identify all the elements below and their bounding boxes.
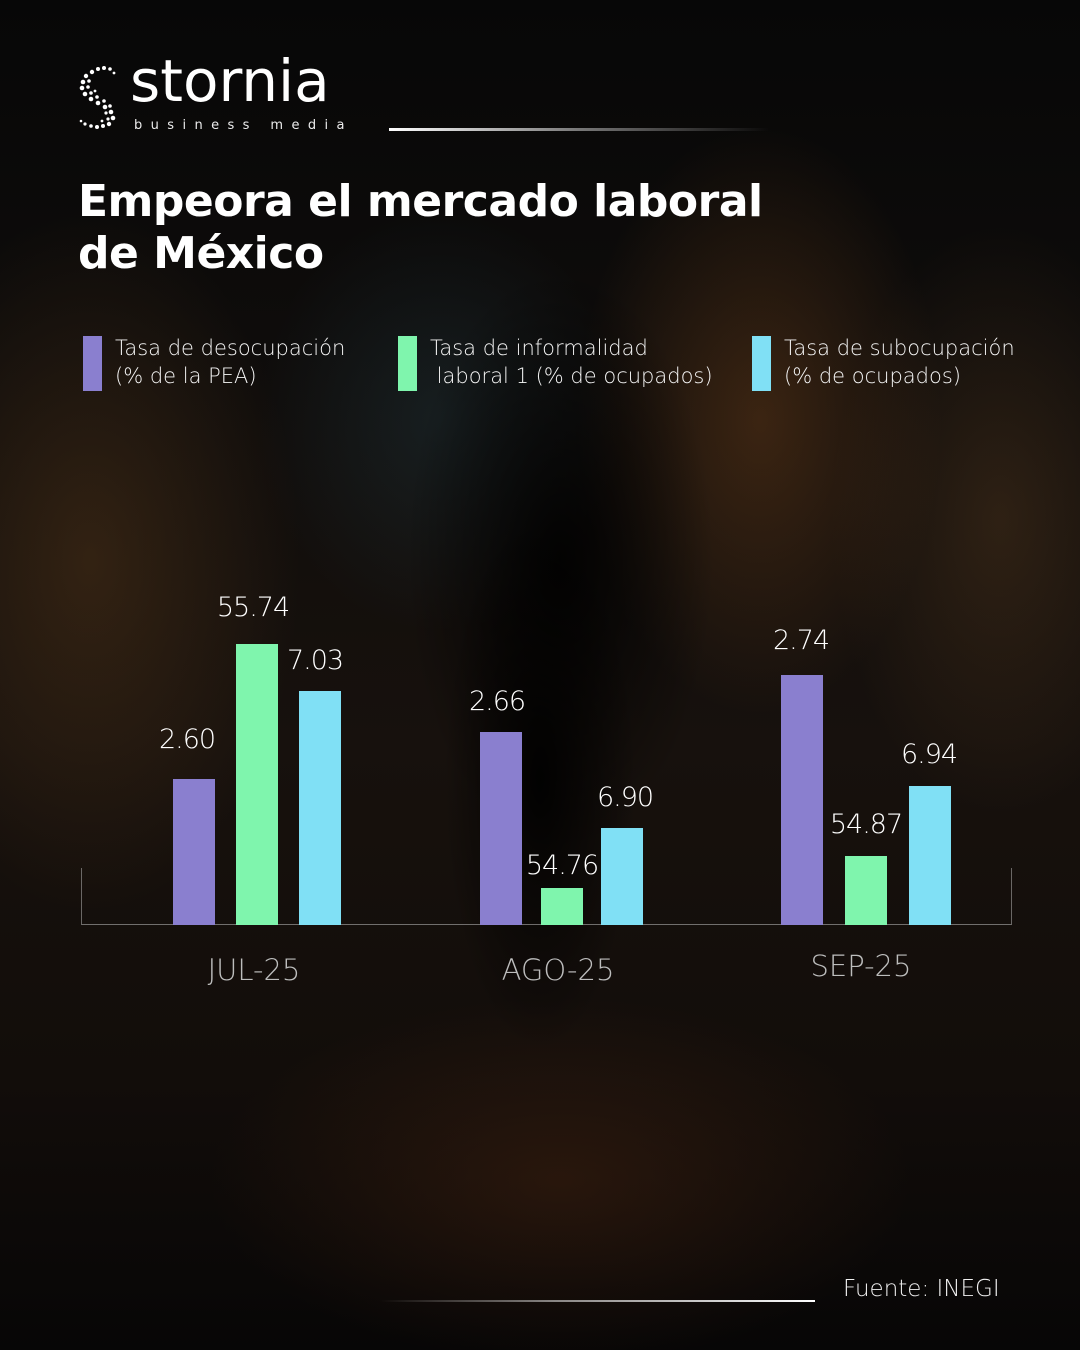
chart-legend: Tasa de desocupación (% de la PEA) Tasa … — [0, 334, 1080, 394]
title-line-2: de México — [78, 228, 324, 279]
bar-value-label: 2.60 — [158, 724, 216, 755]
legend-label: Tasa de informalidad laboral 1 (% de ocu… — [430, 336, 713, 388]
bar-value-label: 55.74 — [216, 592, 290, 623]
brand-tagline: business media — [134, 118, 353, 133]
legend-label: Tasa de desocupación (% de la PEA) — [115, 336, 346, 388]
bar-value-label: 7.03 — [286, 645, 344, 676]
bar-sep-subocupacion — [909, 786, 951, 925]
bar-ago-subocupacion — [601, 828, 643, 925]
bar-value-label: 6.94 — [900, 739, 958, 770]
bar-ago-desocupacion — [480, 732, 522, 925]
bar-value-label: 54.87 — [829, 809, 903, 840]
bar-sep-informalidad — [845, 856, 887, 925]
footer-divider — [380, 1300, 815, 1302]
bar-sep-desocupacion — [781, 675, 823, 925]
bar-jul-subocupacion — [299, 691, 341, 925]
stornia-dotted-s-icon — [79, 66, 116, 129]
brand-name: stornia — [130, 47, 330, 115]
bar-ago-informalidad — [541, 888, 583, 925]
title-line-1: Empeora el mercado laboral — [78, 176, 763, 227]
bar-value-label: 2.66 — [468, 686, 526, 717]
bar-jul-desocupacion — [173, 779, 215, 925]
category-label-ago: AGO-25 — [501, 953, 615, 987]
header-divider — [389, 128, 769, 131]
bar-value-label: 6.90 — [596, 782, 654, 813]
legend-swatch-green — [398, 336, 417, 391]
legend-swatch-purple — [83, 336, 102, 391]
legend-label: Tasa de subocupación (% de ocupados) — [784, 336, 1015, 388]
bar-value-label: 54.76 — [525, 850, 599, 881]
category-label-jul: JUL-25 — [207, 953, 301, 987]
legend-swatch-cyan — [752, 336, 771, 391]
category-label-sep: SEP-25 — [810, 949, 912, 983]
walking-man-silhouette — [410, 420, 670, 1140]
bar-jul-informalidad — [236, 644, 278, 925]
page-title: Empeora el mercado laboral de México — [78, 176, 763, 280]
source-note: Fuente: INEGI — [843, 1276, 1000, 1302]
bar-value-label: 2.74 — [772, 625, 830, 656]
